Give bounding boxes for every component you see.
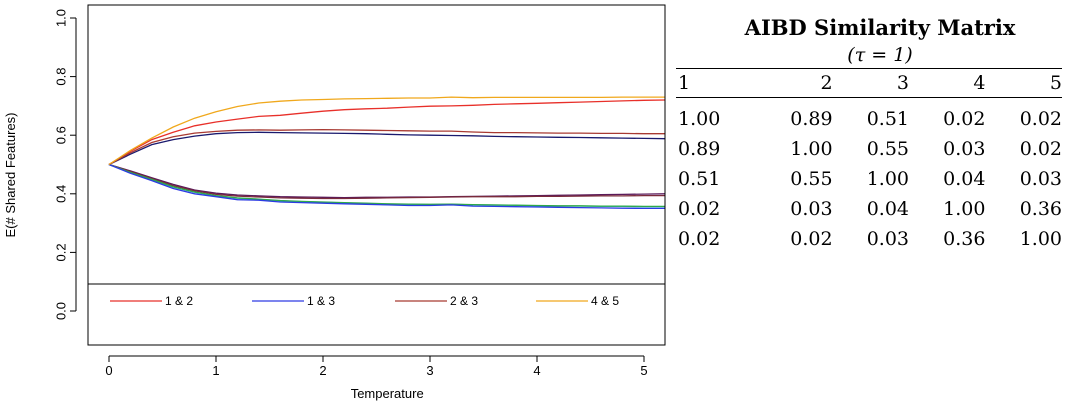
series-line-1-2 (108, 99, 665, 166)
legend-label: 4 & 5 (591, 294, 619, 308)
x-tick-label: 2 (319, 363, 326, 378)
matrix-header-cell: 1 (678, 72, 691, 94)
x-axis-label: Temperature (351, 386, 424, 401)
y-tick-label: 0.2 (53, 243, 68, 261)
x-tick-label: 1 (212, 363, 219, 378)
matrix-cell: 1.00 (790, 138, 833, 160)
matrix-row: 1.00 0.89 0.51 0.02 0.02 (676, 98, 1062, 135)
matrix-cell: 1.00 (678, 108, 721, 130)
legend: 1 & 2 1 & 3 2 & 3 4 & 5 (88, 283, 665, 345)
matrix-cell: 0.02 (1019, 138, 1062, 160)
matrix-cell: 1.00 (1019, 228, 1062, 250)
plot-lines (108, 96, 665, 210)
legend-label: 2 & 3 (450, 294, 478, 308)
y-tick-label: 0.8 (53, 68, 68, 86)
series-line-unlabeled (108, 163, 665, 208)
y-axis: 0.0 0.2 0.4 0.6 0.8 1.0 (53, 9, 77, 320)
series-line-2-3 (108, 128, 665, 166)
matrix-cell: 0.03 (866, 228, 910, 250)
series-line-unlabeled (108, 163, 665, 208)
y-axis-label: E(# Shared Features) (3, 112, 18, 237)
series-line-unlabeled (108, 163, 665, 200)
series-line-unlabeled (108, 131, 665, 166)
matrix-row: 0.89 1.00 0.55 0.03 0.02 (676, 134, 1062, 164)
series-line-4-5 (108, 96, 665, 166)
matrix-cell: 1.00 (866, 168, 910, 190)
matrix-cell: 0.02 (790, 228, 833, 250)
matrix-cell: 0.02 (1019, 108, 1062, 130)
matrix-cell: 0.55 (866, 138, 910, 160)
matrix-header-cell: 2 (820, 72, 833, 94)
matrix-cell: 0.89 (678, 138, 721, 160)
similarity-matrix-panel: AIBD Similarity Matrix (τ = 1) 1 2 3 4 5… (676, 14, 1064, 254)
matrix-cell: 0.51 (678, 168, 721, 190)
x-tick-label: 0 (105, 363, 112, 378)
matrix-cell: 0.02 (943, 108, 986, 130)
y-tick-label: 0.6 (53, 126, 68, 144)
matrix-cell: 1.00 (943, 198, 986, 220)
matrix-cell: 0.89 (790, 108, 833, 130)
x-tick-label: 4 (533, 363, 540, 378)
matrix-header-cell: 4 (973, 72, 986, 94)
matrix-subtitle: (τ = 1) (847, 44, 913, 66)
line-chart: 1 & 2 1 & 3 2 & 3 4 & 5 0 1 2 3 4 5 0.0 0.2 0.4 0.6… (3, 4, 666, 401)
matrix-cell: 0.02 (678, 198, 721, 220)
legend-label: 1 & 3 (307, 294, 335, 308)
matrix-row: 0.02 0.03 0.04 1.00 0.36 (676, 194, 1062, 224)
matrix-cell: 0.36 (943, 228, 986, 250)
matrix-header-cell: 5 (1049, 72, 1062, 94)
matrix-cell: 0.04 (943, 168, 986, 190)
series-line-1-3 (108, 163, 665, 210)
matrix-row: 0.02 0.02 0.03 0.36 1.00 (676, 224, 1062, 254)
matrix-header-cell: 3 (896, 72, 910, 94)
matrix-row: 0.51 0.55 1.00 0.04 0.03 (676, 164, 1062, 194)
matrix-cell: 0.03 (1019, 168, 1062, 190)
matrix-title: AIBD Similarity Matrix (744, 15, 1016, 40)
similarity-matrix-table: 1 2 3 4 5 1.00 0.89 0.51 0.02 0.02 0.89 … (676, 68, 1062, 254)
y-tick-label: 0.0 (53, 302, 68, 320)
y-tick-label: 0.4 (53, 185, 68, 203)
y-tick-label: 1.0 (53, 9, 68, 27)
matrix-cell: 0.51 (866, 108, 910, 130)
x-tick-label: 3 (426, 363, 433, 378)
matrix-header-row: 1 2 3 4 5 (676, 68, 1062, 98)
legend-label: 1 & 2 (165, 294, 193, 308)
matrix-cell: 0.55 (790, 168, 833, 190)
plot-frame (87, 4, 666, 346)
matrix-cell: 0.36 (1019, 198, 1062, 220)
matrix-cell: 0.04 (866, 198, 910, 220)
x-axis: 0 1 2 3 4 5 (105, 355, 648, 378)
legend-background (88, 284, 665, 345)
matrix-cell: 0.03 (943, 138, 986, 160)
matrix-cell: 0.02 (678, 228, 721, 250)
x-tick-label: 5 (640, 363, 647, 378)
matrix-cell: 0.03 (790, 198, 833, 220)
